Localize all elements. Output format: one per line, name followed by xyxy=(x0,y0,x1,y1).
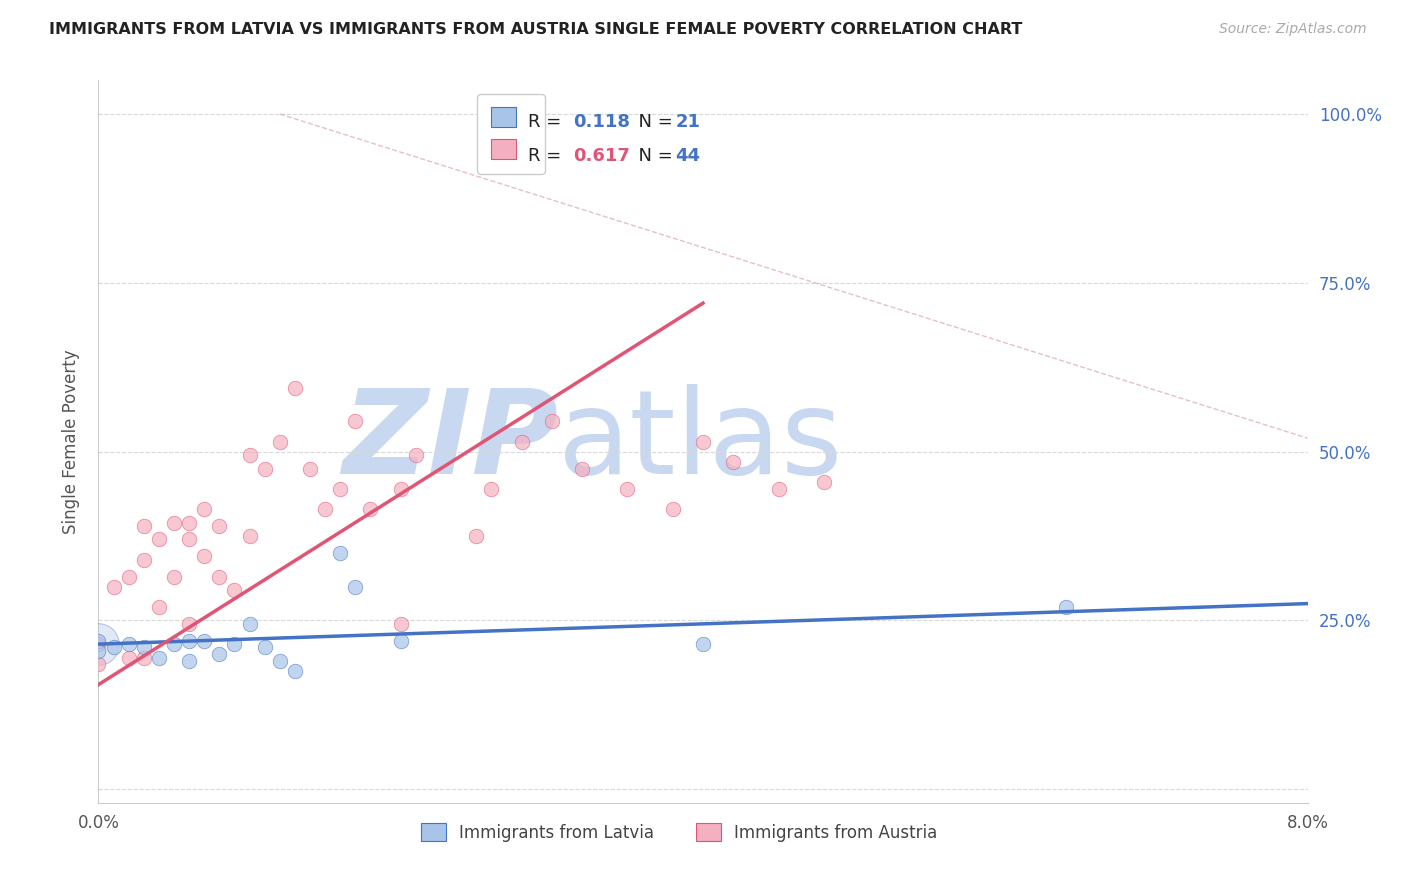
Point xyxy=(481,482,503,496)
Point xyxy=(208,569,231,583)
Point xyxy=(87,644,110,658)
Point xyxy=(132,650,155,665)
Text: R =: R = xyxy=(527,147,567,165)
Point xyxy=(118,650,141,665)
Point xyxy=(193,502,215,516)
Point xyxy=(389,616,412,631)
Point xyxy=(284,664,307,678)
Point xyxy=(87,637,110,651)
Point xyxy=(1054,599,1077,614)
Point xyxy=(208,647,231,661)
Point xyxy=(284,380,307,394)
Point xyxy=(329,482,352,496)
Point xyxy=(103,580,125,594)
Text: atlas: atlas xyxy=(558,384,844,499)
Point xyxy=(253,461,276,475)
Point xyxy=(692,637,714,651)
Y-axis label: Single Female Poverty: Single Female Poverty xyxy=(62,350,80,533)
Point xyxy=(118,569,141,583)
Point xyxy=(163,569,186,583)
Point xyxy=(723,455,745,469)
Point xyxy=(103,640,125,655)
Point xyxy=(269,654,291,668)
Point xyxy=(540,414,562,428)
Point xyxy=(87,657,110,672)
Point xyxy=(360,502,382,516)
Point xyxy=(768,482,790,496)
Point xyxy=(224,637,246,651)
Point xyxy=(329,546,352,560)
Point xyxy=(148,533,170,547)
Text: 44: 44 xyxy=(675,147,700,165)
Point xyxy=(224,583,246,598)
Point xyxy=(314,502,336,516)
Text: ZIP: ZIP xyxy=(342,384,558,499)
Point xyxy=(179,616,201,631)
Point xyxy=(239,616,262,631)
Point xyxy=(132,552,155,566)
Text: N =: N = xyxy=(627,147,678,165)
Point xyxy=(239,529,262,543)
Point xyxy=(193,549,215,564)
Point xyxy=(148,599,170,614)
Point xyxy=(344,414,367,428)
Text: R =: R = xyxy=(527,113,567,131)
Point xyxy=(269,434,291,449)
Point xyxy=(193,633,215,648)
Point xyxy=(163,516,186,530)
Point xyxy=(405,448,427,462)
Point xyxy=(163,637,186,651)
Point xyxy=(179,533,201,547)
Point xyxy=(299,461,322,475)
Point xyxy=(87,637,110,651)
Point xyxy=(87,633,110,648)
Point xyxy=(692,434,714,449)
Point xyxy=(389,482,412,496)
Point xyxy=(465,529,488,543)
Text: Source: ZipAtlas.com: Source: ZipAtlas.com xyxy=(1219,22,1367,37)
Point xyxy=(813,475,835,489)
Point xyxy=(571,461,593,475)
Point xyxy=(239,448,262,462)
Point xyxy=(389,633,412,648)
Point xyxy=(148,650,170,665)
Text: 0.617: 0.617 xyxy=(574,147,630,165)
Text: 21: 21 xyxy=(675,113,700,131)
Legend: Immigrants from Latvia, Immigrants from Austria: Immigrants from Latvia, Immigrants from … xyxy=(413,817,943,848)
Point xyxy=(179,516,201,530)
Point xyxy=(344,580,367,594)
Point xyxy=(616,482,638,496)
Point xyxy=(510,434,533,449)
Text: N =: N = xyxy=(627,113,678,131)
Point xyxy=(118,637,141,651)
Point xyxy=(179,633,201,648)
Point xyxy=(661,502,683,516)
Text: 0.118: 0.118 xyxy=(574,113,631,131)
Text: IMMIGRANTS FROM LATVIA VS IMMIGRANTS FROM AUSTRIA SINGLE FEMALE POVERTY CORRELAT: IMMIGRANTS FROM LATVIA VS IMMIGRANTS FRO… xyxy=(49,22,1022,37)
Point xyxy=(132,640,155,655)
Point xyxy=(179,654,201,668)
Point xyxy=(208,519,231,533)
Point xyxy=(253,640,276,655)
Point xyxy=(132,519,155,533)
